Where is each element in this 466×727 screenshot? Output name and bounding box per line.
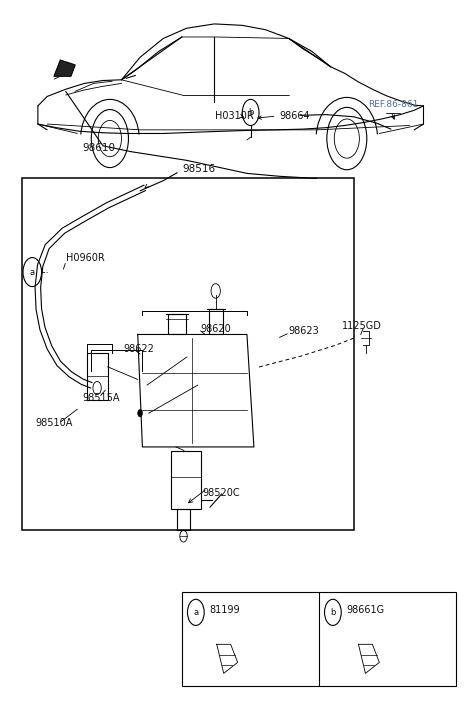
Text: 98610: 98610 [82, 143, 115, 153]
Polygon shape [138, 334, 254, 447]
Text: 98664: 98664 [280, 111, 310, 121]
Bar [168, 314, 186, 334]
Circle shape [242, 100, 259, 126]
Bar [21, 178, 354, 531]
Text: H0960R: H0960R [66, 253, 104, 263]
Text: b: b [330, 608, 336, 617]
Polygon shape [54, 60, 75, 76]
Circle shape [23, 257, 41, 286]
Circle shape [187, 599, 204, 625]
Text: 98520C: 98520C [203, 488, 240, 498]
Text: 98623: 98623 [289, 326, 320, 336]
Text: 98622: 98622 [124, 344, 155, 354]
Text: a: a [30, 268, 35, 276]
Circle shape [138, 409, 143, 417]
Text: 98516: 98516 [182, 164, 215, 174]
Circle shape [324, 599, 341, 625]
Polygon shape [87, 353, 108, 400]
Bar [209, 309, 223, 334]
Text: REF.86-861: REF.86-861 [368, 100, 418, 109]
Text: 1125GD: 1125GD [342, 321, 382, 331]
Text: a: a [193, 608, 199, 617]
Bar [171, 451, 201, 509]
Text: 98661G: 98661G [347, 605, 385, 615]
Text: b: b [248, 108, 254, 117]
Bar [182, 592, 456, 686]
Text: H0310R: H0310R [215, 111, 254, 121]
Text: 81199: 81199 [210, 605, 240, 615]
Text: 98620: 98620 [200, 324, 231, 334]
Text: 98515A: 98515A [82, 393, 119, 403]
Text: 98510A: 98510A [35, 418, 73, 428]
